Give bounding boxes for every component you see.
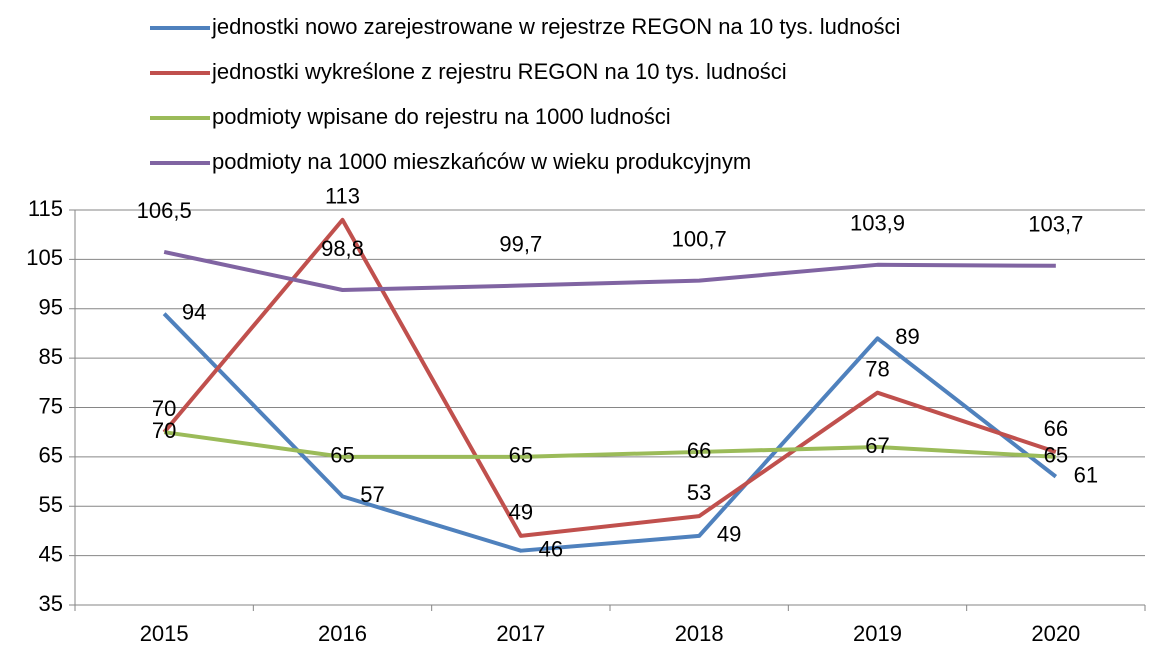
- legend-label: jednostki nowo zarejestrowane w rejestrz…: [211, 14, 900, 39]
- line-series: [163, 430, 1056, 459]
- x-tick-label: 2019: [853, 621, 902, 646]
- data-label: 57: [360, 482, 384, 507]
- data-label: 67: [865, 433, 889, 458]
- data-label: 89: [895, 324, 919, 349]
- data-label: 65: [509, 443, 533, 468]
- x-tick-label: 2020: [1031, 621, 1080, 646]
- data-label: 94: [182, 300, 206, 325]
- data-label: 49: [717, 522, 741, 547]
- legend-label: podmioty wpisane do rejestru na 1000 lud…: [212, 104, 671, 129]
- data-label: 99,7: [499, 231, 542, 256]
- data-label: 70: [152, 418, 176, 443]
- y-tick-label: 55: [39, 492, 63, 517]
- data-label: 103,7: [1028, 212, 1083, 237]
- data-label: 65: [330, 443, 354, 468]
- legend-label: podmioty na 1000 mieszkańców w wieku pro…: [212, 149, 751, 174]
- x-tick-label: 2017: [496, 621, 545, 646]
- line-series: [162, 217, 1057, 538]
- data-label: 66: [1044, 416, 1068, 441]
- data-label: 106,5: [137, 198, 192, 223]
- y-tick-label: 35: [39, 591, 63, 616]
- data-label: 103,9: [850, 211, 905, 236]
- data-label: 70: [152, 396, 176, 421]
- data-label: 61: [1074, 462, 1098, 487]
- data-label: 65: [1044, 443, 1068, 468]
- legend-label: jednostki wykreślone z rejestru REGON na…: [211, 59, 787, 84]
- y-tick-label: 115: [28, 196, 63, 221]
- data-label: 49: [509, 500, 533, 525]
- y-tick-label: 105: [26, 245, 63, 270]
- x-tick-label: 2015: [140, 621, 189, 646]
- y-tick-label: 65: [39, 443, 63, 468]
- x-tick-label: 2018: [675, 621, 724, 646]
- data-label: 46: [539, 537, 563, 562]
- line-series: [162, 312, 1058, 553]
- data-label: 78: [865, 357, 889, 382]
- data-label: 113: [325, 184, 360, 209]
- y-tick-label: 75: [39, 393, 63, 418]
- data-label: 53: [687, 480, 711, 505]
- data-label: 98,8: [321, 236, 364, 261]
- y-tick-label: 45: [39, 541, 63, 566]
- x-tick-label: 2016: [318, 621, 367, 646]
- data-label: 66: [687, 438, 711, 463]
- line-series: [163, 250, 1056, 292]
- y-tick-label: 95: [39, 295, 63, 320]
- y-tick-label: 85: [39, 344, 63, 369]
- data-label: 100,7: [672, 226, 727, 251]
